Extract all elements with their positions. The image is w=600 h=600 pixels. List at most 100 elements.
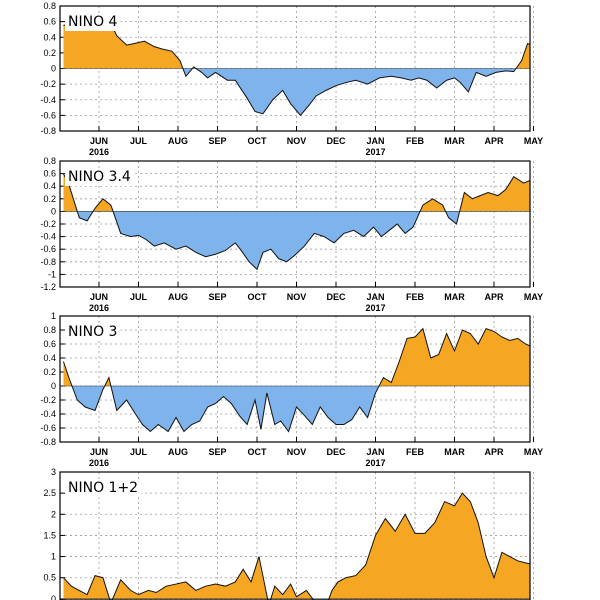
nino3-positive-area [63, 328, 530, 386]
y-tick-label: 1 [51, 311, 56, 321]
x-tick-label: APR [484, 292, 504, 302]
x-tick-label: FEB [406, 136, 425, 146]
year-label: 2016 [89, 303, 109, 313]
x-tick-label: MAR [444, 136, 465, 146]
panel-title: NINO 3.4 [68, 169, 131, 185]
x-tick-label: JUL [130, 447, 148, 457]
x-tick-label: APR [484, 136, 504, 146]
year-label: 2016 [89, 458, 109, 468]
nino12-positive-area [63, 493, 530, 599]
x-tick-label: AUG [168, 136, 188, 146]
nino4-negative-area [63, 68, 530, 116]
y-tick-label: 0.4 [43, 32, 56, 42]
x-tick-label: DEC [326, 447, 346, 457]
x-tick-label: MAR [444, 292, 465, 302]
year-label: 2017 [365, 303, 385, 313]
y-tick-label: 0 [51, 206, 56, 216]
y-tick-label: -0.8 [40, 437, 56, 447]
x-tick-label: JAN [366, 136, 384, 146]
y-tick-label: 0.8 [43, 325, 56, 335]
x-tick-label: DEC [326, 136, 346, 146]
y-tick-label: 3 [51, 467, 56, 477]
nino12-series-line [63, 492, 530, 600]
x-tick-label: MAY [524, 447, 543, 457]
x-tick-label: AUG [168, 292, 188, 302]
y-tick-label: -0.4 [40, 232, 56, 242]
y-tick-label: 0.2 [43, 194, 56, 204]
year-label: 2017 [365, 458, 385, 468]
plot-frame [59, 471, 531, 600]
panel-title: NINO 4 [68, 14, 118, 30]
x-tick-label: APR [484, 447, 504, 457]
y-tick-label: 0 [51, 594, 56, 600]
x-tick-label: OCT [248, 292, 268, 302]
x-tick-label: NOV [287, 136, 307, 146]
y-tick-label: 0.8 [43, 156, 56, 166]
y-tick-label: -0.6 [40, 423, 56, 433]
year-label: 2017 [365, 147, 385, 157]
panel-title-background [65, 323, 121, 341]
y-tick-label: -0.6 [40, 110, 56, 120]
plot-frame [59, 5, 531, 132]
y-tick-label: 0 [51, 381, 56, 391]
x-tick-label: OCT [248, 447, 268, 457]
x-tick-label: MAY [524, 136, 543, 146]
y-tick-label: 2 [51, 509, 56, 519]
panel-title-background [65, 13, 121, 31]
panel-title: NINO 1+2 [68, 480, 138, 496]
nino3-series-line [62, 327, 530, 433]
x-tick-label: MAY [524, 292, 543, 302]
y-tick-label: -0.2 [40, 219, 56, 229]
y-tick-label: 0.8 [43, 1, 56, 11]
panel-title-background [65, 168, 134, 186]
plot-frame [59, 315, 531, 443]
y-tick-label: 0.6 [43, 169, 56, 179]
y-tick-label: -0.2 [40, 395, 56, 405]
x-tick-label: JUN [90, 292, 108, 302]
x-tick-label: JUN [90, 447, 108, 457]
x-tick-label: JUL [130, 292, 148, 302]
y-tick-label: 0.6 [43, 17, 56, 27]
y-tick-label: -1 [48, 269, 56, 279]
y-tick-label: -0.8 [40, 126, 56, 136]
x-tick-label: FEB [406, 447, 425, 457]
x-tick-label: JUN [90, 136, 108, 146]
x-tick-label: JAN [366, 292, 384, 302]
nino34-negative-area [63, 211, 530, 270]
nino34-positive-area [63, 173, 530, 212]
y-tick-label: -0.6 [40, 244, 56, 254]
x-tick-label: NOV [287, 292, 307, 302]
nino34-series-line [62, 173, 530, 271]
nino4-panel: -0.8 -0.6 -0.4 -0.2 0 0.2 0.4 0.6 0.8 NINO 4 JUN JU… [40, 1, 543, 157]
x-tick-label: NOV [287, 447, 307, 457]
panel-title: NINO 3 [68, 324, 117, 340]
y-tick-label: 0 [51, 64, 56, 74]
nino12-panel: 0 0.5 1 1.5 2 2.5 3 NINO 1+2 [43, 467, 534, 600]
year-label: 2016 [89, 147, 109, 157]
panel-title-background [65, 479, 142, 497]
x-tick-label: JAN [366, 447, 384, 457]
x-tick-label: DEC [326, 292, 346, 302]
y-tick-label: -0.4 [40, 95, 56, 105]
y-tick-label: 0.4 [43, 353, 56, 363]
x-tick-label: MAR [444, 447, 465, 457]
x-tick-label: JUL [130, 136, 148, 146]
y-tick-label: 0.6 [43, 339, 56, 349]
x-tick-label: SEP [208, 136, 226, 146]
y-tick-label: 0.5 [43, 573, 56, 583]
y-tick-label: -1.2 [40, 282, 56, 292]
x-tick-label: OCT [248, 136, 268, 146]
x-tick-label: SEP [208, 447, 226, 457]
y-tick-label: -0.2 [40, 79, 56, 89]
x-tick-label: AUG [168, 447, 188, 457]
nino3-negative-area [63, 386, 530, 432]
y-tick-label: -0.4 [40, 409, 56, 419]
y-tick-label: 1.5 [43, 530, 56, 540]
x-tick-label: FEB [406, 292, 425, 302]
y-tick-label: 0.4 [43, 181, 56, 191]
nino34-panel: -1.2 -1 -0.8 -0.6 -0.4 -0.2 0 0.2 0.4 0.6 0.8 NINO … [40, 156, 543, 313]
nino4-series-line [63, 17, 530, 117]
y-tick-label: 2.5 [43, 488, 56, 498]
x-tick-label: SEP [208, 292, 226, 302]
